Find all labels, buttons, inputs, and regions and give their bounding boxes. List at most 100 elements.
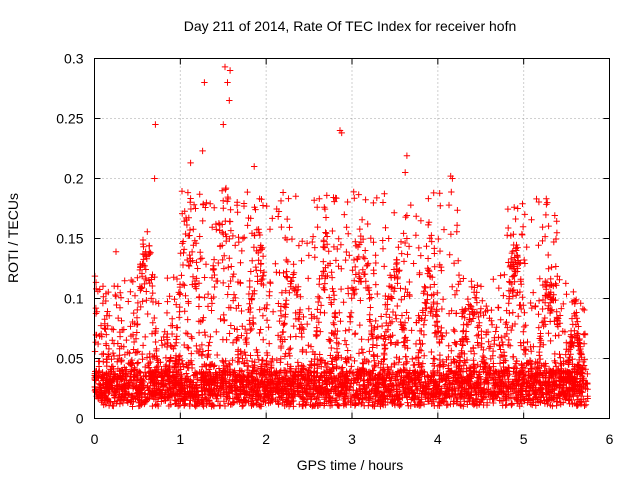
data-point — [181, 282, 188, 289]
data-point — [505, 336, 512, 344]
data-point — [492, 328, 499, 335]
data-point — [144, 310, 151, 318]
data-point — [112, 248, 120, 255]
data-point — [201, 294, 208, 301]
data-point — [232, 242, 239, 249]
y-tick-label: 0.05 — [56, 351, 83, 367]
data-point — [515, 313, 522, 320]
data-point — [200, 400, 207, 407]
data-point — [320, 258, 327, 265]
data-point — [249, 257, 256, 264]
data-point — [484, 399, 491, 406]
data-point — [412, 340, 420, 348]
data-point — [324, 233, 331, 240]
data-point — [266, 292, 273, 299]
data-point — [190, 226, 197, 233]
data-point — [553, 218, 560, 225]
data-point — [362, 278, 369, 285]
data-point — [335, 235, 342, 242]
data-point — [116, 400, 124, 408]
data-point — [247, 268, 254, 275]
data-point — [552, 263, 559, 270]
chart-title: Day 211 of 2014, Rate Of TEC Index for r… — [184, 18, 517, 34]
data-point — [187, 395, 194, 402]
data-point — [152, 121, 159, 128]
x-tick-label: 3 — [348, 431, 356, 447]
data-point — [306, 386, 313, 393]
data-point — [314, 223, 321, 231]
data-point — [441, 382, 448, 390]
data-point — [181, 308, 188, 315]
data-point — [341, 211, 348, 218]
data-point — [254, 352, 261, 359]
data-point — [173, 275, 181, 283]
data-point — [505, 378, 512, 385]
data-point — [388, 399, 396, 406]
data-point — [365, 402, 372, 409]
data-point — [107, 398, 114, 406]
data-point — [344, 347, 351, 354]
data-point — [207, 200, 214, 207]
data-point — [133, 314, 141, 321]
data-point — [226, 218, 234, 225]
data-point — [123, 336, 130, 344]
data-point — [178, 188, 186, 195]
y-tick-label: 0.25 — [56, 111, 83, 127]
data-point — [358, 216, 366, 223]
data-point — [463, 368, 470, 375]
data-point — [341, 337, 349, 344]
data-point — [402, 373, 410, 381]
data-point — [198, 255, 206, 262]
data-point — [129, 403, 136, 410]
data-point — [457, 401, 464, 408]
data-point — [219, 336, 227, 343]
data-point — [394, 273, 401, 281]
data-point — [428, 232, 435, 239]
data-point — [547, 402, 554, 409]
data-point — [238, 397, 245, 404]
data-point — [144, 228, 151, 235]
data-point — [394, 302, 401, 310]
data-point — [345, 326, 353, 333]
data-point — [212, 220, 220, 228]
data-point — [321, 286, 328, 293]
data-point — [127, 288, 134, 295]
data-point — [403, 152, 411, 159]
data-point — [536, 275, 543, 282]
data-point — [134, 274, 141, 281]
data-point — [519, 231, 526, 239]
y-tick-labels: 00.050.10.150.20.250.3 — [56, 51, 83, 427]
y-tick-label: 0.2 — [64, 171, 84, 187]
data-point — [521, 256, 528, 264]
data-point — [276, 269, 283, 276]
data-point — [434, 289, 441, 297]
data-point — [343, 341, 350, 348]
y-tick-label: 0.1 — [64, 291, 84, 307]
data-point — [408, 327, 415, 334]
data-point — [164, 274, 171, 282]
data-point — [327, 337, 334, 344]
data-point — [286, 224, 293, 231]
data-point — [142, 333, 149, 341]
data-point — [259, 202, 267, 209]
data-point — [125, 298, 132, 305]
data-point — [196, 191, 203, 198]
data-point — [305, 275, 312, 282]
data-point — [519, 223, 527, 230]
data-point — [134, 359, 142, 366]
data-point — [407, 201, 414, 209]
data-point — [406, 278, 413, 286]
data-point — [226, 67, 234, 74]
data-point — [104, 395, 111, 402]
data-point — [431, 355, 438, 363]
data-point — [269, 215, 276, 222]
data-point — [478, 340, 485, 347]
data-point — [239, 323, 246, 330]
data-point — [204, 354, 211, 361]
data-point — [177, 398, 184, 405]
data-point — [246, 283, 253, 291]
data-point — [345, 230, 352, 237]
data-point — [342, 256, 349, 264]
data-point — [178, 371, 185, 378]
data-point — [194, 265, 201, 272]
